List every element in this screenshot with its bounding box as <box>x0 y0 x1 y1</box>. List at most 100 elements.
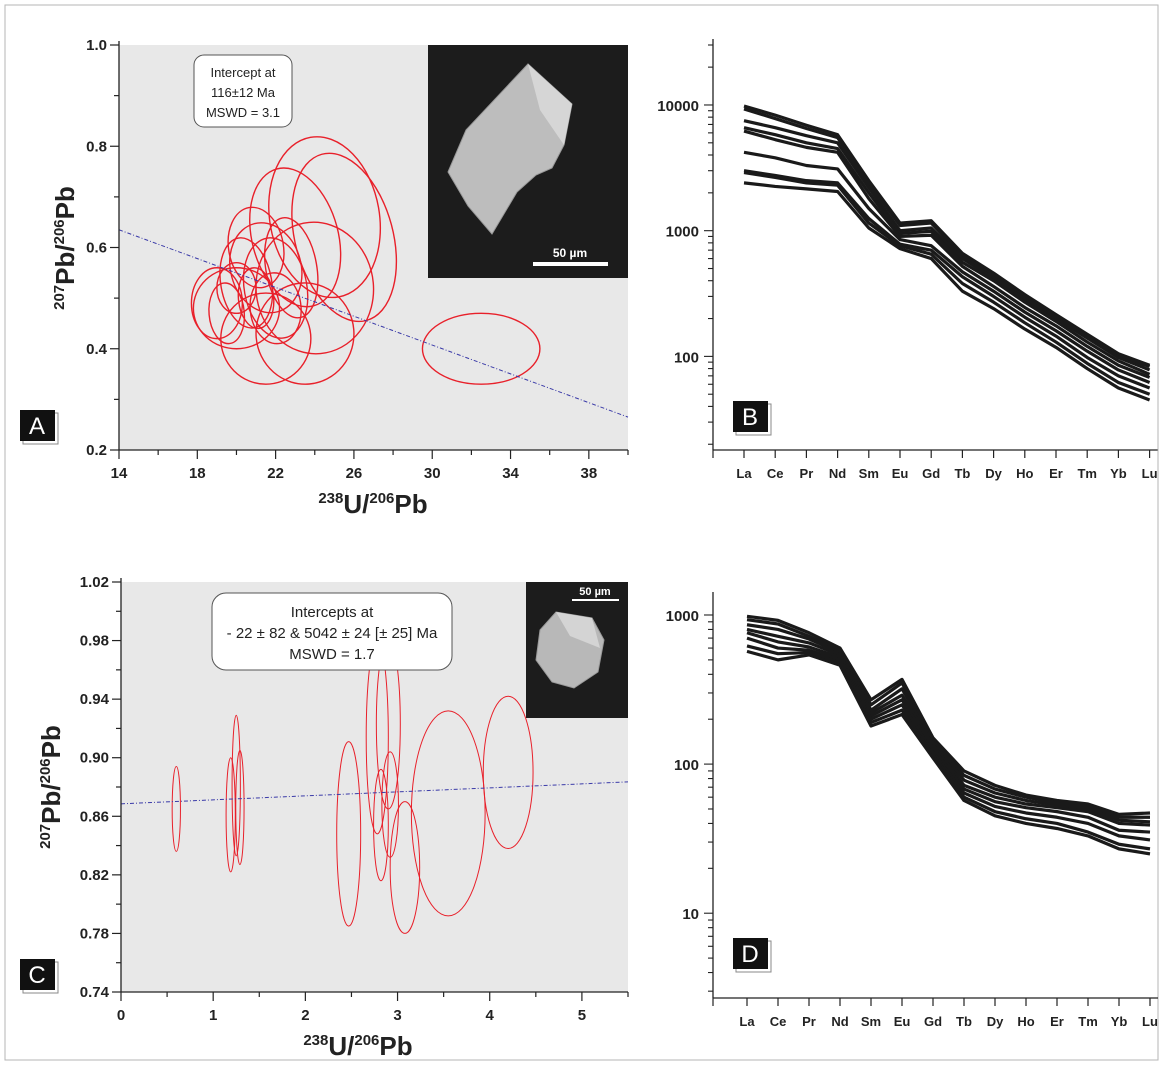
panel-a-regression-line <box>118 229 629 418</box>
panel-c-annotation-line-3: MSWD = 1.7 <box>289 646 374 663</box>
panel-d-ree-pattern-8 <box>746 649 1151 856</box>
panel-d-x-tick-label: Ce <box>770 1014 787 1029</box>
panel-c-error-ellipse-1 <box>171 766 181 852</box>
panel-c-x-tick-label: 5 <box>578 1007 586 1024</box>
panel-b-x-tick-label: Pr <box>800 466 814 481</box>
panel-b-y-tick-label: 1000 <box>666 224 699 241</box>
panel-d-x-tick-label: La <box>739 1014 755 1029</box>
panel-c-x-axis-label: 238U/206Pb <box>303 1031 412 1061</box>
panel-b-ree-pattern-8 <box>743 170 1151 396</box>
panel-c-annotation-line-1: Intercepts at <box>291 604 374 621</box>
panel-d-x-tick-label: Lu <box>1142 1014 1158 1029</box>
panel-b-x-tick-label: Nd <box>829 466 846 481</box>
panel-a: 14 18 22 26 30 34 38 0.2 0.4 0.6 0.8 1.0 Intercept … <box>20 37 629 519</box>
panel-a-x-tick-label: 34 <box>502 465 519 482</box>
panel-c-annotation-box <box>211 592 453 671</box>
panel-d-x-tick-label: Nd <box>831 1014 848 1029</box>
panel-b-ree-pattern-3 <box>743 119 1151 372</box>
panel-b-x-tick-label: Tm <box>1077 466 1097 481</box>
panel-a-x-tick-label: 22 <box>267 465 284 482</box>
panel-b-letter: B <box>742 404 758 431</box>
panel-a-y-tick-label: 0.6 <box>86 240 107 257</box>
panel-b-ree-pattern-6 <box>743 150 1151 384</box>
panel-c-y-axis-label: 207Pb/206Pb <box>36 725 66 849</box>
panel-c-x-tick-label: 1 <box>209 1007 217 1024</box>
panel-b-ree-pattern-5 <box>743 129 1151 379</box>
panel-c-error-ellipse-3 <box>231 714 241 857</box>
panel-b-x-tick-label: Tb <box>954 466 970 481</box>
panel-c-annotation-line-2: - 22 ± 82 & 5042 ± 24 [± 25] Ma <box>227 625 438 642</box>
panel-a-annotation-line-1: Intercept at <box>210 65 275 80</box>
panel-a-x-tick-label: 38 <box>581 465 598 482</box>
panel-a-letter-box <box>20 410 55 441</box>
panel-b-x-tick-label: Ho <box>1016 466 1033 481</box>
panel-d-ree-pattern-7 <box>746 644 1151 851</box>
panel-b-y-tick-label: 10000 <box>657 98 699 115</box>
panel-d-ree-pattern-5 <box>746 631 1151 834</box>
panel-d-axes: 10 100 1000 La Ce Pr Nd Sm Eu Gd Tb Dy Ho Er Tm Yb Lu <box>666 592 1158 1029</box>
panel-c-error-ellipse-5 <box>336 741 362 927</box>
panel-a-scale-label: 50 µm <box>553 246 587 260</box>
panel-c-x-tick-label: 3 <box>393 1007 401 1024</box>
panel-a-annotation-line-2: 116±12 Ma <box>211 85 276 100</box>
panel-d-x-tick-label: Dy <box>987 1014 1004 1029</box>
panel-a-x-tick-label: 18 <box>189 465 206 482</box>
panel-c-error-ellipse-12 <box>482 695 534 849</box>
panel-a-axes: 14 18 22 26 30 34 38 0.2 0.4 0.6 0.8 1.0 <box>86 37 629 482</box>
panel-b-ree-pattern-2 <box>743 107 1151 369</box>
panel-d-x-tick-label: Pr <box>802 1014 816 1029</box>
panel-d-x-tick-label: Tm <box>1078 1014 1098 1029</box>
panel-a-x-tick-label: 14 <box>111 465 128 482</box>
panel-c-axes: 0 1 2 3 4 5 0.74 0.78 0.82 0.86 0.90 0.94 0.98 1.02 <box>80 574 629 1024</box>
panel-d-letter-box <box>733 938 768 969</box>
panel-d-x-tick-label: Sm <box>861 1014 881 1029</box>
panel-c-inset-micrograph: 50 µm <box>526 582 628 718</box>
panel-a-annotation-line-3: MSWD = 3.1 <box>206 105 280 120</box>
panel-b-ree-pattern-7 <box>743 169 1151 390</box>
panel-c-y-tick-label: 1.02 <box>80 574 109 591</box>
panel-c-y-tick-label: 0.82 <box>80 867 109 884</box>
panel-c: 0 1 2 3 4 5 0.74 0.78 0.82 0.86 0.90 0.94 0.98 1.02 I… <box>20 574 629 1061</box>
panel-c-scale-label: 50 µm <box>579 586 611 598</box>
panel-a-error-ellipse-12 <box>227 206 285 289</box>
panel-a-annotation-box <box>193 54 293 128</box>
panel-d-y-tick-label: 1000 <box>666 608 699 625</box>
panel-d-x-tick-label: Gd <box>924 1014 942 1029</box>
panel-b-lines <box>743 104 1151 402</box>
panel-c-letter: C <box>28 962 45 989</box>
panel-d-x-tick-label: Ho <box>1017 1014 1034 1029</box>
panel-a-error-ellipse-14 <box>216 261 257 315</box>
panel-c-error-ellipse-10 <box>389 801 421 934</box>
panel-b-y-tick-label: 100 <box>674 349 699 366</box>
panel-b-x-tick-label: Ce <box>767 466 784 481</box>
panel-d-x-tick-label: Tb <box>956 1014 972 1029</box>
panel-b-x-tick-label: Yb <box>1110 466 1127 481</box>
crystal-facet-a <box>528 64 572 145</box>
panel-a-inset-micrograph: 50 µm <box>428 45 628 278</box>
panel-b-letter-box <box>733 401 768 432</box>
panel-c-error-ellipse-4 <box>235 749 245 866</box>
panel-a-error-ellipse-7 <box>192 267 281 350</box>
panel-b-x-tick-label: La <box>736 466 752 481</box>
panel-c-y-tick-label: 0.74 <box>80 984 110 1001</box>
panel-d-ree-pattern-3 <box>746 623 1151 824</box>
panel-c-y-tick-label: 0.94 <box>80 691 110 708</box>
panel-a-y-tick-label: 0.4 <box>86 341 108 358</box>
panel-c-letter-box <box>20 959 55 990</box>
panel-b-ree-pattern-9 <box>743 181 1151 402</box>
panel-d-ree-pattern-4 <box>746 627 1151 827</box>
panel-b-ree-pattern-4 <box>743 126 1151 376</box>
panel-a-y-tick-label: 0.2 <box>86 442 107 459</box>
panel-d-x-tick-label: Er <box>1050 1014 1064 1029</box>
panel-d-letter: D <box>741 941 758 968</box>
panel-b-x-tick-label: Sm <box>859 466 879 481</box>
panel-c-regression-line <box>120 781 629 805</box>
panel-a-error-ellipse-17 <box>237 267 275 330</box>
panel-c-x-tick-label: 4 <box>486 1007 495 1024</box>
panel-d-x-tick-label: Eu <box>894 1014 911 1029</box>
panel-b-x-tick-label: Er <box>1049 466 1063 481</box>
panel-c-y-tick-label: 0.86 <box>80 808 109 825</box>
panel-a-error-ellipse-15 <box>208 282 246 345</box>
panel-d-x-tick-label: Yb <box>1111 1014 1128 1029</box>
